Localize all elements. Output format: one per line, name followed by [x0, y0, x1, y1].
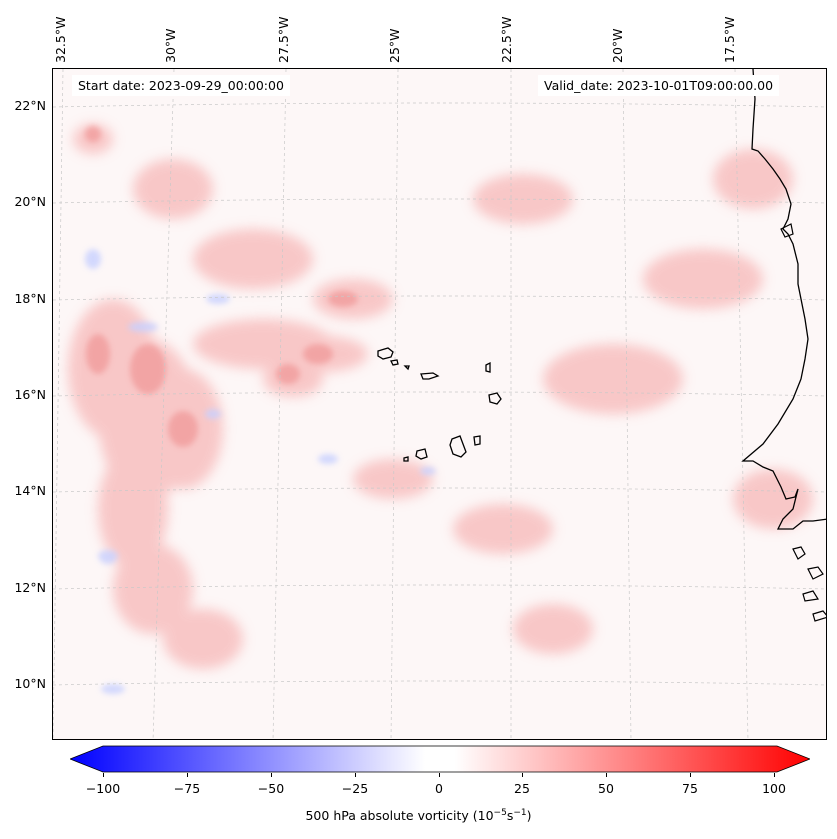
lon-label-22-5w: 22.5°W: [499, 16, 514, 63]
negative-vorticity-field: [85, 249, 436, 694]
lon-label-27-5w: 27.5°W: [276, 16, 291, 63]
cb-tickmark: [187, 773, 188, 777]
cape-verde-islands: [377, 347, 502, 462]
gridlines: [53, 69, 826, 739]
cb-tick-label: −75: [173, 781, 201, 796]
cb-tickmark: [690, 773, 691, 777]
vorticity-map: [52, 68, 827, 740]
african-coastline: [741, 69, 826, 530]
cb-tick-label: 100: [762, 781, 786, 796]
lon-label-20w: 20°W: [610, 28, 625, 63]
cb-tick-label: −25: [341, 781, 369, 796]
start-date-label: Start date: 2023-09-29_00:00:00: [72, 75, 290, 96]
map-canvas: [53, 69, 826, 739]
lat-label-14n: 14°N: [14, 483, 46, 498]
lat-label-22n: 22°N: [14, 98, 46, 113]
cb-tickmark: [522, 773, 523, 777]
lon-label-17-5w: 17.5°W: [722, 16, 737, 63]
cb-tickmark: [606, 773, 607, 777]
lat-label-12n: 12°N: [14, 580, 46, 595]
colorbar-label-mid: s: [506, 808, 514, 824]
cb-tick-label: 25: [514, 781, 530, 796]
colorbar-label-exp1: −5: [493, 808, 507, 818]
cb-tickmark: [271, 773, 272, 777]
lat-label-16n: 16°N: [14, 387, 46, 402]
cb-tick-label: 50: [598, 781, 614, 796]
cb-tick-label: −50: [257, 781, 285, 796]
valid-date-label: Valid_date: 2023-10-01T09:00:00.00: [538, 75, 780, 96]
colorbar-label-end: ): [526, 808, 532, 824]
colorbar-label-exp2: −1: [513, 808, 527, 818]
cb-tickmark: [439, 773, 440, 777]
cb-tickmark: [103, 773, 104, 777]
positive-vorticity-field: [68, 124, 813, 669]
strong-vorticity-cores: [85, 126, 358, 447]
lon-label-30w: 30°W: [163, 28, 178, 63]
cb-tick-label: 75: [682, 781, 698, 796]
cb-tickmark: [774, 773, 775, 777]
colorbar: [68, 745, 812, 773]
lat-label-18n: 18°N: [14, 291, 46, 306]
african-coast-islands: [780, 223, 826, 622]
cb-tick-label: 0: [435, 781, 443, 796]
colorbar-label: 500 hPa absolute vorticity (10−5s−1): [0, 808, 837, 823]
colorbar-gradient: [68, 745, 812, 773]
colorbar-label-text: 500 hPa absolute vorticity (10: [305, 808, 494, 824]
cb-tickmark: [355, 773, 356, 777]
cb-tick-label: −100: [85, 781, 121, 796]
lon-label-32-5w: 32.5°W: [53, 16, 68, 63]
lat-label-20n: 20°N: [14, 194, 46, 209]
lat-label-10n: 10°N: [14, 676, 46, 691]
lon-label-25w: 25°W: [387, 28, 402, 63]
